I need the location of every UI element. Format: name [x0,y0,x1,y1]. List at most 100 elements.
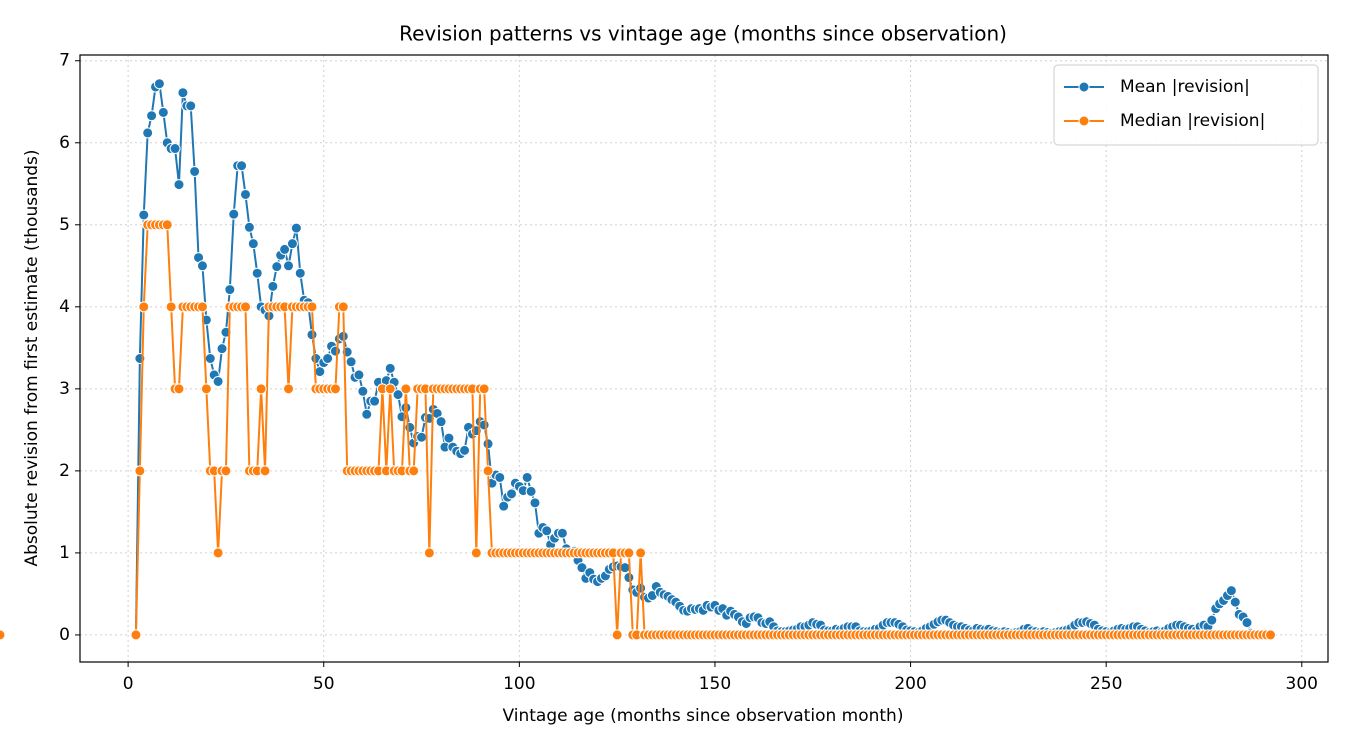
point [416,431,428,443]
x-tick-label: 200 [894,674,926,694]
point [189,165,201,177]
point [482,438,494,450]
point [1206,614,1218,626]
point [153,78,165,90]
point [294,267,306,279]
point [247,238,259,250]
point [279,243,291,255]
point [134,465,146,477]
y-axis-label: Absolute revision from first estimate (t… [22,149,42,566]
point [435,416,447,428]
point [130,629,142,641]
point [361,408,373,420]
point [482,465,494,477]
point [329,383,341,395]
point [283,383,295,395]
point [498,500,510,512]
y-tick-label: 2 [59,461,70,481]
point [204,353,216,364]
legend-box [1053,64,1319,146]
point [286,238,298,250]
point [157,106,169,118]
point [146,110,158,122]
point [392,389,404,401]
x-axis-label: Vintage age (months since observation mo… [503,706,904,726]
point [478,383,490,395]
point [384,362,396,374]
point [521,471,533,483]
legend-marker [1078,81,1090,93]
point [177,87,189,99]
y-tick-label: 7 [59,51,70,71]
point [239,301,251,313]
point [0,629,6,641]
y-tick-label: 1 [59,543,70,563]
point [1229,596,1241,608]
point [337,301,349,313]
point [173,179,185,191]
y-tick-label: 0 [59,625,70,645]
point [459,444,471,456]
y-tick-label: 5 [59,215,70,235]
point [1241,617,1253,629]
chart-title: Revision patterns vs vintage age (months… [399,22,1007,46]
x-tick-label: 250 [1090,674,1122,694]
point [212,547,224,559]
point [404,421,416,433]
point [1225,585,1237,597]
point [196,260,208,272]
point [478,419,490,431]
point [1264,629,1276,641]
x-tick-label: 100 [503,674,535,694]
point [200,383,212,395]
point [216,343,228,355]
point [169,143,181,155]
point [173,383,185,395]
point [470,547,482,559]
legend-marker [1078,115,1090,127]
point [239,188,251,200]
point [283,260,295,272]
point [142,127,154,139]
point [506,488,518,500]
point [369,395,381,407]
point [525,485,537,497]
point [345,356,357,368]
point [623,572,635,584]
point [196,301,208,313]
point [541,525,553,537]
point [290,222,302,234]
point [635,547,647,559]
point [314,366,326,378]
point [228,208,240,220]
y-tick-label: 3 [59,379,70,399]
point [251,267,263,279]
point [576,562,588,574]
point [271,261,283,273]
point [635,582,647,594]
point [236,160,248,172]
point [138,209,150,221]
y-tick-label: 4 [59,297,70,317]
point [611,629,623,641]
point [400,383,412,395]
point [322,353,334,364]
point [384,383,396,395]
point [220,465,232,477]
legend-label: Median |revision| [1120,111,1265,131]
point [224,284,236,296]
point [529,497,541,509]
point [267,280,279,292]
point [353,369,365,381]
x-tick-label: 150 [699,674,731,694]
point [494,471,506,483]
legend-label: Mean |revision| [1120,77,1250,97]
point [259,465,271,477]
x-tick-label: 0 [123,674,134,694]
point [306,329,318,341]
plot-frame [79,54,1329,663]
point [443,432,455,444]
point [185,100,197,112]
point [243,221,255,233]
